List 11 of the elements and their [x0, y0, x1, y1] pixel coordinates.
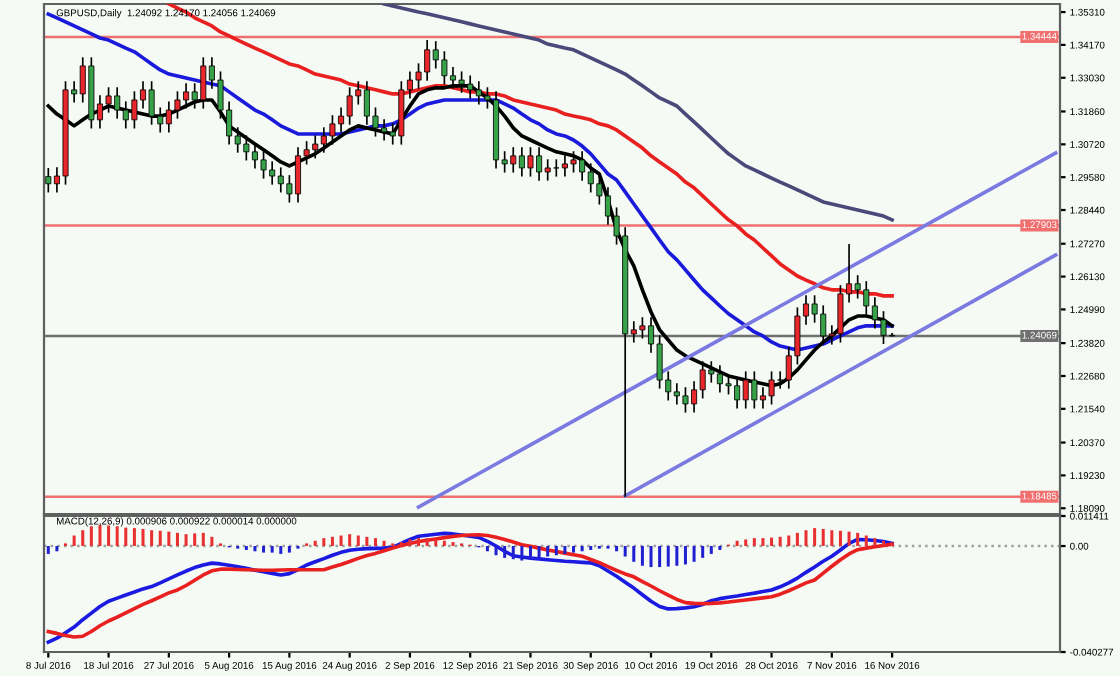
- candlestick: [174, 90, 181, 120]
- line-series: [382, 4, 894, 222]
- candlestick: [45, 167, 52, 194]
- candlestick: [329, 114, 336, 146]
- candlestick: [639, 316, 646, 340]
- candlestick: [260, 150, 267, 180]
- candlestick: [131, 90, 138, 130]
- candlestick: [880, 310, 887, 345]
- candlestick: [527, 146, 534, 178]
- candlestick: [570, 150, 577, 174]
- candlestick: [682, 386, 689, 414]
